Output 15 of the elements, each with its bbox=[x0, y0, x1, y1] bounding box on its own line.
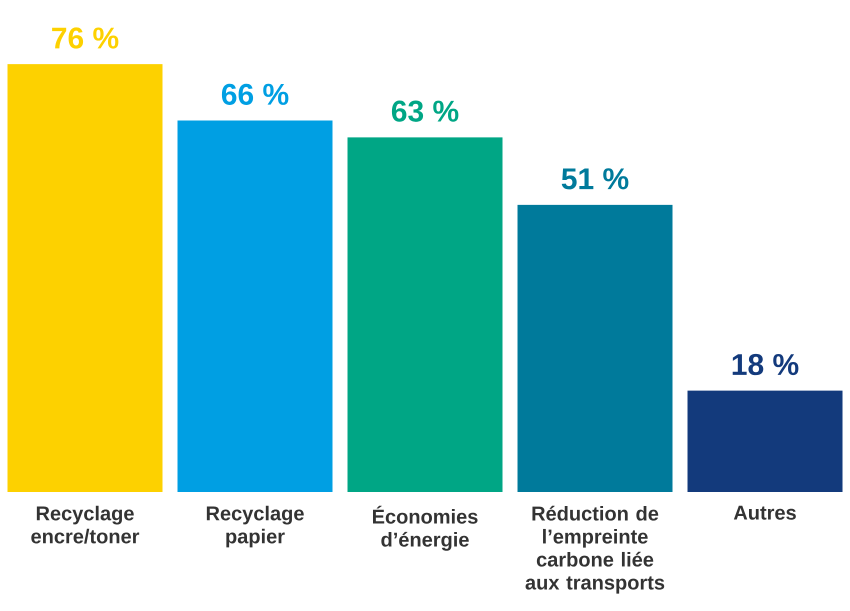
bar bbox=[8, 64, 163, 492]
bar bbox=[348, 137, 503, 492]
data-label: 76 % bbox=[52, 27, 118, 49]
x-tick-label: Recyclage encre/toner bbox=[31, 506, 140, 544]
x-tick-label: Économies d’énergie bbox=[373, 506, 478, 551]
bar bbox=[178, 120, 333, 492]
bar bbox=[518, 204, 673, 492]
x-tick-label: Réduction de l’empreinte carbone liée aux transports bbox=[526, 506, 664, 594]
x-tick-label: Autres bbox=[734, 506, 796, 520]
x-tick-label: Recyclage papier bbox=[206, 506, 304, 548]
data-label: 66 % bbox=[222, 84, 288, 105]
data-label: 18 % bbox=[732, 354, 798, 376]
data-label: 63 % bbox=[392, 100, 458, 122]
data-label: 51 % bbox=[562, 168, 628, 190]
bar bbox=[688, 390, 843, 492]
